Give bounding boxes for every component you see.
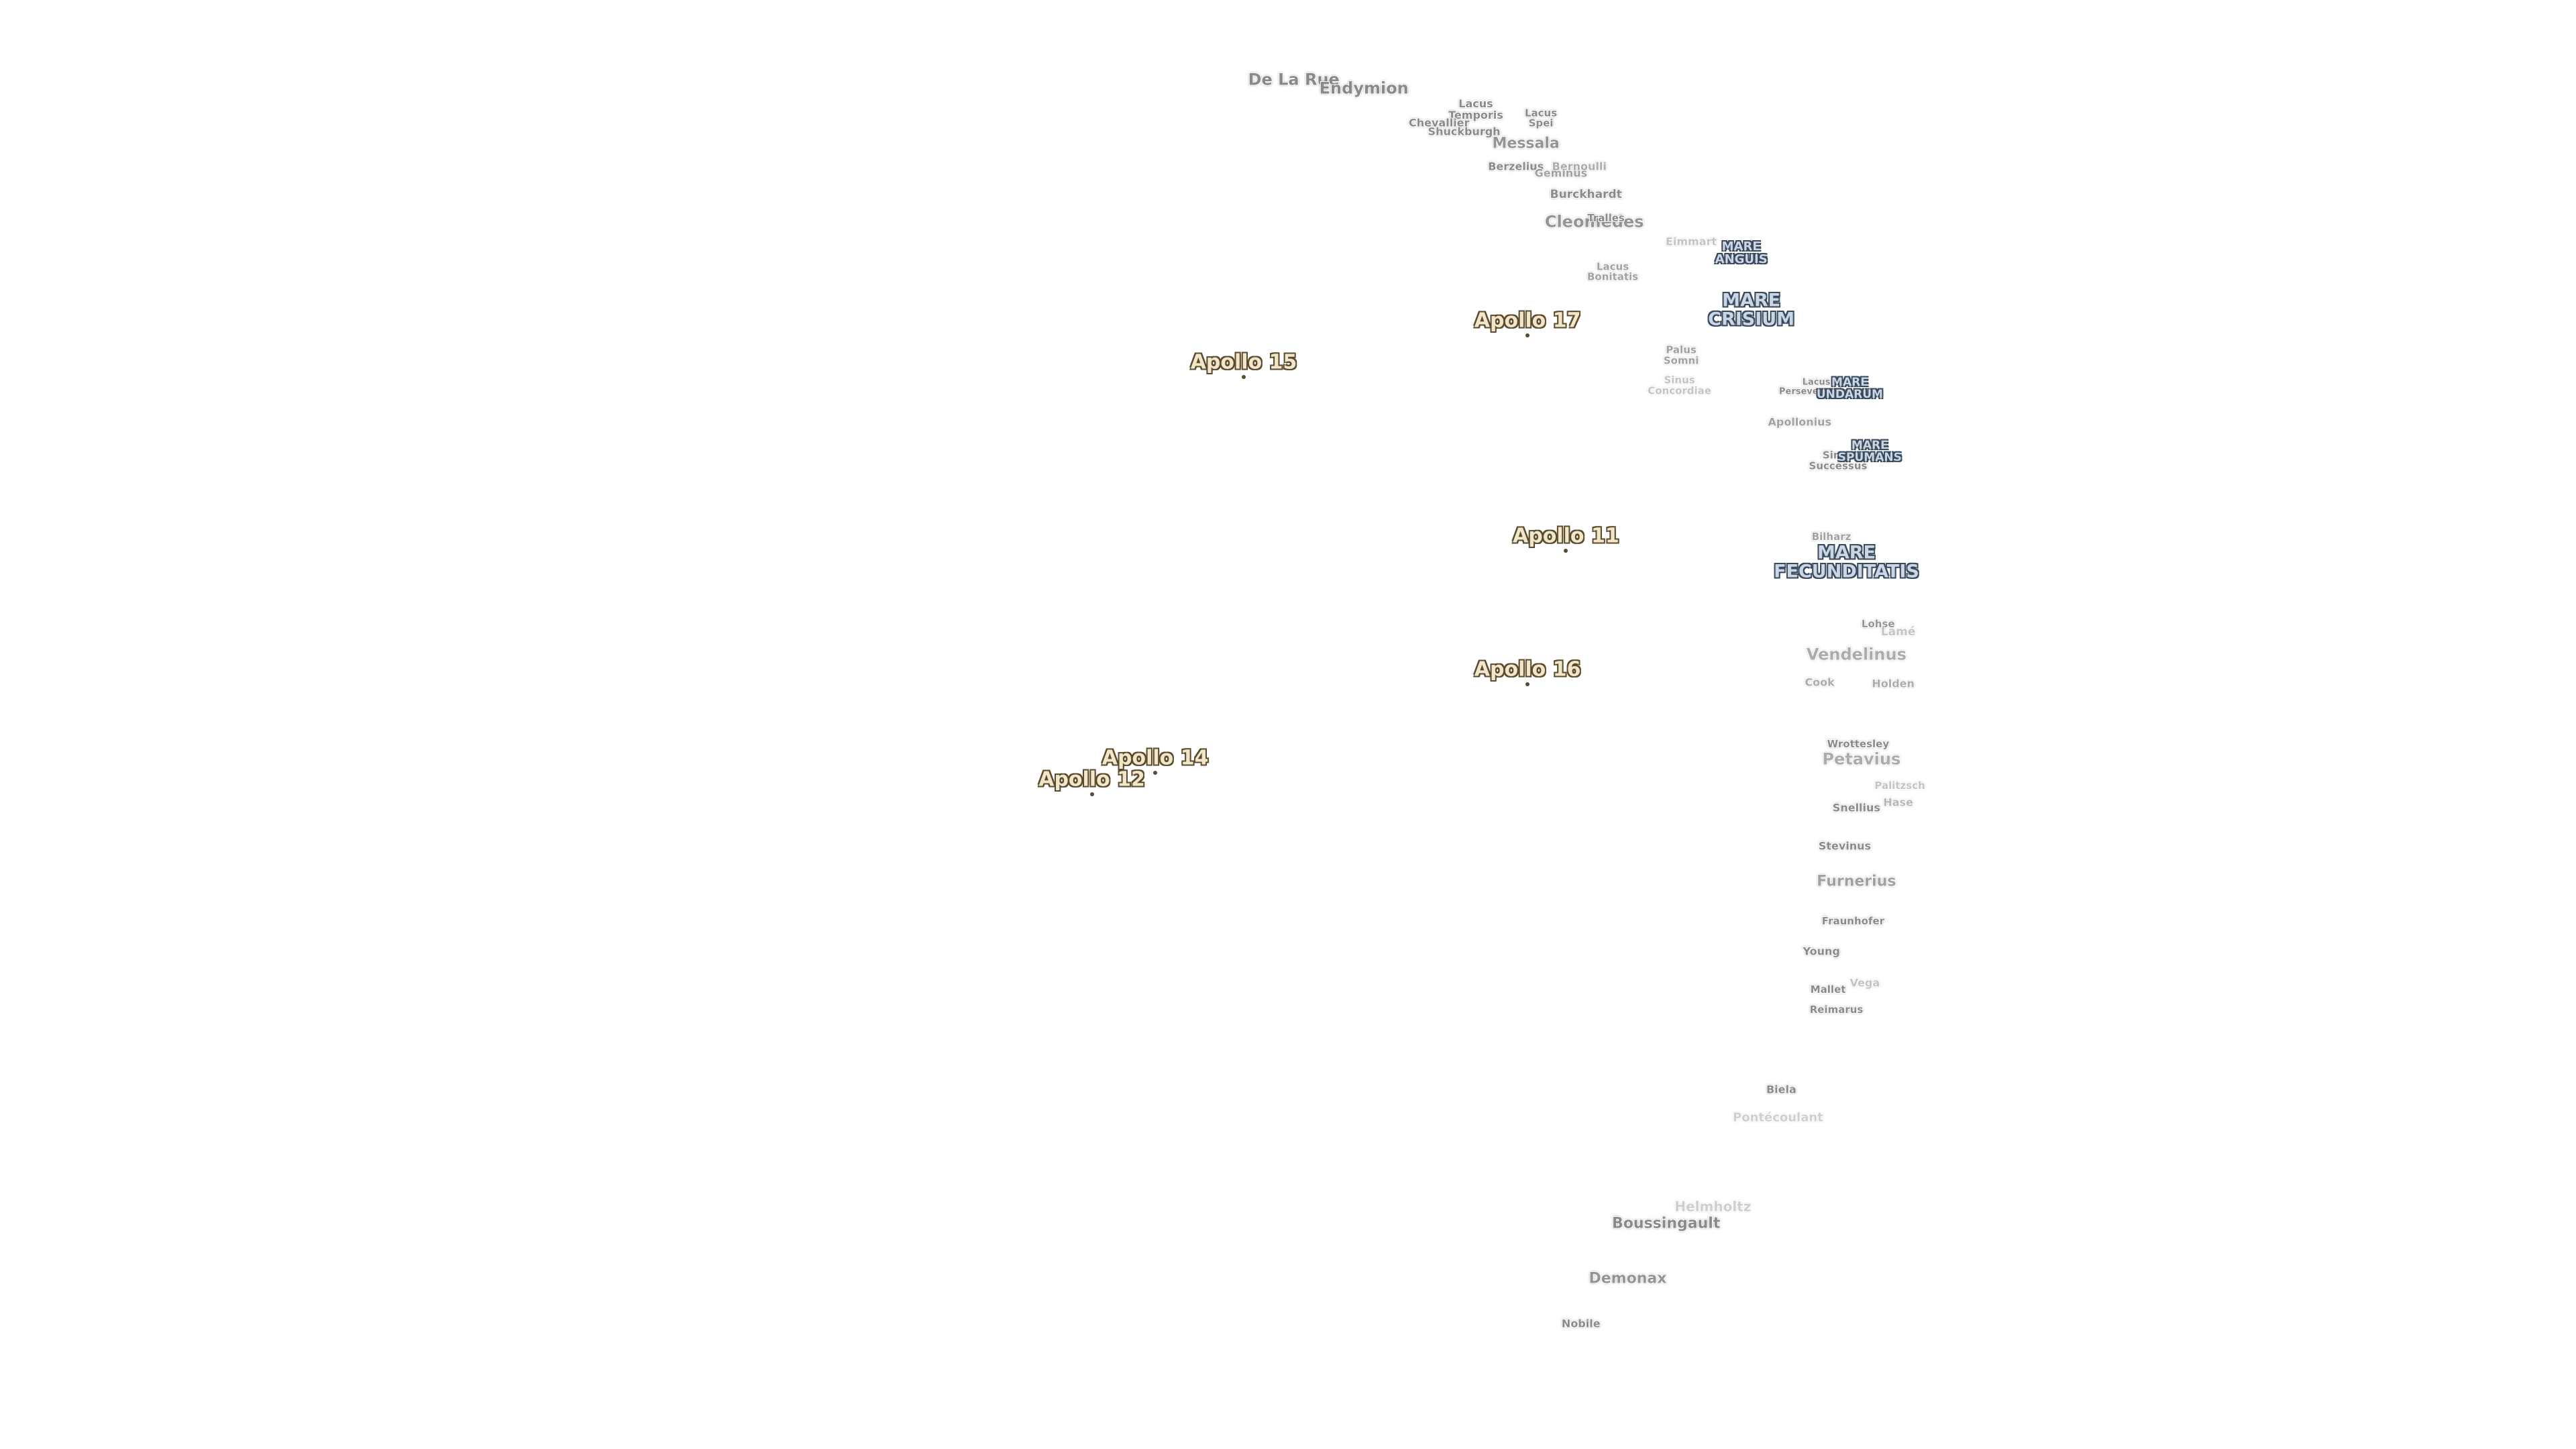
label-line: Lacus	[1596, 260, 1629, 272]
mare-label: MARE FECUNDITATIS	[1774, 543, 1919, 582]
label-line: UNDARUM	[1816, 387, 1883, 401]
mare-label: MARE ANGUIS	[1715, 239, 1768, 267]
feature-label: Cook	[1805, 676, 1835, 689]
label-line: Somni	[1663, 354, 1699, 367]
label-line: MARE	[1831, 376, 1868, 389]
label-line: Temporis	[1448, 109, 1503, 122]
landing-site-label: Apollo 17	[1474, 309, 1581, 333]
landing-site-label: Apollo 14	[1102, 746, 1209, 770]
feature-label: Eimmart	[1665, 235, 1717, 248]
label-line: Successus	[1809, 459, 1868, 472]
feature-label: Berzelius	[1488, 160, 1544, 173]
label-line: Palus	[1666, 343, 1697, 356]
feature-label: Young	[1803, 945, 1840, 958]
feature-label: Hase	[1883, 796, 1913, 809]
feature-label: Lacus Bonitatis	[1587, 260, 1639, 283]
feature-label: Biela	[1766, 1083, 1796, 1096]
feature-label: Demonax	[1589, 1270, 1667, 1287]
feature-label: Tralles	[1587, 212, 1625, 225]
feature-label: Bilharz	[1811, 531, 1851, 543]
feature-label: Fraunhofer	[1821, 914, 1885, 927]
label-line: Lacus	[1524, 106, 1558, 119]
label-line: Lacus	[1458, 97, 1493, 111]
feature-label: Lacus Perseverantiae	[1779, 378, 1854, 396]
label-line: Concordiae	[1648, 384, 1711, 396]
feature-label: Sinus Successus	[1809, 449, 1868, 472]
feature-label: Wrottesley	[1827, 738, 1890, 751]
label-line: FECUNDITATIS	[1774, 561, 1919, 582]
landing-site-label: Apollo 11	[1513, 524, 1619, 548]
feature-label: De La Rue	[1248, 70, 1340, 89]
landing-site-marker	[1242, 375, 1246, 380]
label-line: ANGUIS	[1715, 252, 1768, 267]
feature-label: Palus Somni	[1664, 345, 1699, 366]
landing-site-label: Apollo 16	[1474, 657, 1581, 682]
label-line: MARE	[1817, 542, 1876, 564]
landing-site-marker	[1525, 333, 1530, 337]
landing-site-label: Apollo 15	[1190, 350, 1297, 374]
feature-label: Lacus Spei	[1524, 106, 1558, 129]
landing-site-marker	[1525, 682, 1530, 686]
label-line: MARE	[1722, 290, 1781, 311]
label-line: MARE	[1721, 239, 1761, 254]
feature-label: Nobile	[1561, 1317, 1601, 1330]
mare-label: MARE SPUMANS	[1837, 439, 1902, 465]
feature-label: Apollonius	[1768, 415, 1832, 429]
feature-label: Mallet	[1810, 983, 1846, 996]
feature-label: Reimarus	[1809, 1003, 1864, 1016]
label-line: SPUMANS	[1837, 451, 1902, 465]
landing-site-marker	[1153, 770, 1158, 775]
feature-label: Boussingault	[1612, 1215, 1721, 1232]
landing-site-label: Apollo 12	[1038, 767, 1145, 792]
feature-label: Palitzsch	[1874, 780, 1925, 792]
feature-label: Holden	[1872, 677, 1915, 690]
feature-label: Vendelinus	[1806, 644, 1907, 663]
feature-label: Stevinus	[1818, 839, 1872, 853]
feature-label: Petavius	[1822, 749, 1901, 769]
feature-label: Snellius	[1832, 801, 1880, 814]
mare-label: MARE UNDARUM	[1816, 376, 1883, 401]
feature-label: Furnerius	[1817, 873, 1896, 890]
feature-label: Cleomedes	[1544, 212, 1644, 231]
feature-label: Shuckburgh	[1428, 125, 1501, 138]
feature-label: Lamé	[1880, 625, 1916, 639]
feature-label: Geminus	[1534, 166, 1588, 180]
feature-label: Bernoulli	[1552, 160, 1607, 173]
label-line: Sinus	[1664, 374, 1695, 386]
feature-label: Endymion	[1319, 78, 1409, 98]
label-line: Lacus	[1802, 377, 1831, 388]
feature-label: Messala	[1492, 135, 1560, 152]
label-line: Spei	[1528, 117, 1554, 129]
label-line: Bonitatis	[1587, 270, 1639, 283]
landing-site-marker	[1089, 792, 1094, 797]
label-line: CRISIUM	[1708, 309, 1795, 330]
label-line: Perseverantiae	[1779, 386, 1854, 397]
feature-label: Helmholtz	[1674, 1198, 1752, 1215]
feature-label: Chevallier	[1409, 116, 1470, 129]
landing-site-marker	[1564, 548, 1568, 553]
feature-label: Lohse	[1861, 617, 1895, 630]
label-line: Sinus	[1822, 449, 1854, 462]
feature-label: Pontécoulant	[1733, 1110, 1823, 1125]
label-line: MARE	[1851, 439, 1888, 453]
feature-label: Vega	[1849, 976, 1880, 989]
feature-label: Sinus Concordiae	[1648, 374, 1711, 396]
feature-label: Burckhardt	[1550, 188, 1622, 202]
feature-label: Lacus Temporis	[1448, 99, 1503, 121]
mare-label: MARE CRISIUM	[1708, 290, 1795, 330]
